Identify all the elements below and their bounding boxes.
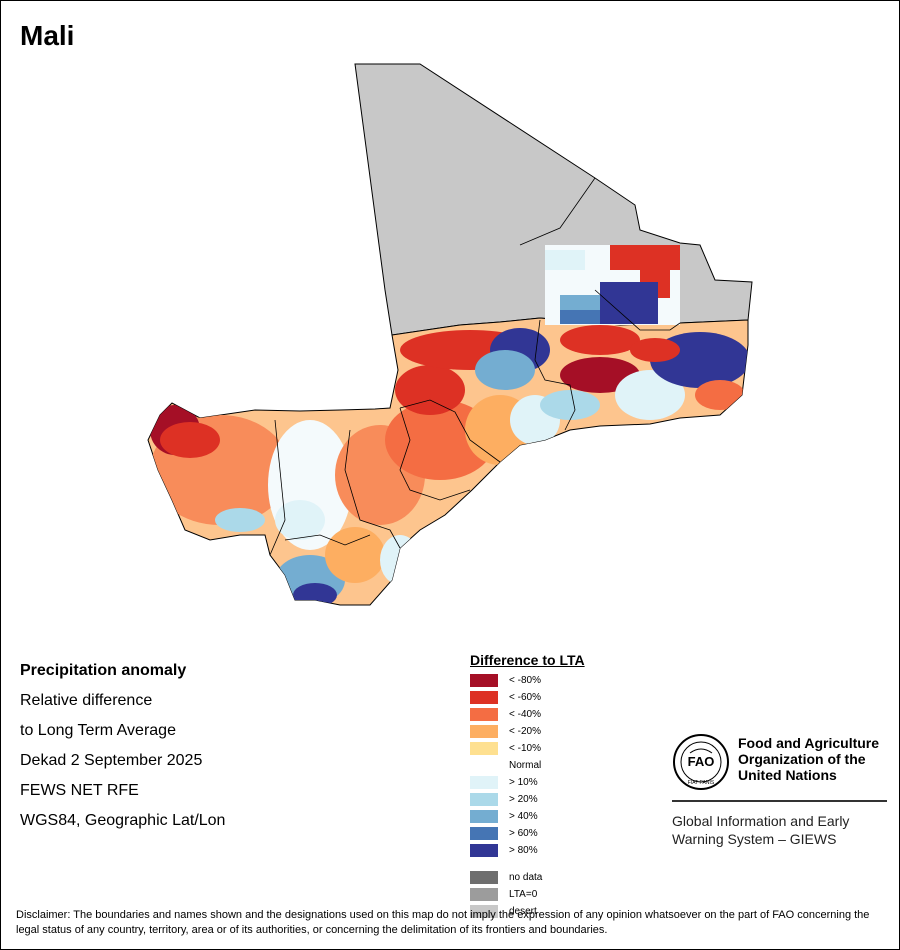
legend-row: LTA=0 [470, 886, 585, 903]
anomaly-patch [475, 350, 535, 390]
mali-anomaly-map [147, 63, 753, 606]
anomaly-patch [560, 325, 640, 355]
info-line2: to Long Term Average [20, 722, 176, 739]
info-heading: Precipitation anomaly [20, 662, 187, 679]
northern-anomaly-strip [545, 245, 680, 325]
map-info: Precipitation anomaly Relative differenc… [20, 656, 225, 836]
legend-label: < -40% [509, 709, 541, 720]
legend-swatch [470, 793, 498, 806]
legend-row: < -60% [470, 689, 585, 706]
anomaly-patch [630, 338, 680, 362]
legend-row: Normal [470, 757, 585, 774]
legend-swatch [470, 759, 498, 772]
legend-label: > 20% [509, 794, 538, 805]
legend-label: LTA=0 [509, 889, 538, 900]
info-source: FEWS NET RFE [20, 782, 139, 799]
giews-name: Global Information and Early Warning Sys… [672, 812, 849, 848]
legend-swatch [470, 888, 498, 901]
legend-row: < -40% [470, 706, 585, 723]
legend-row: < -20% [470, 723, 585, 740]
legend-row: > 10% [470, 774, 585, 791]
legend-swatch [470, 844, 498, 857]
logo-text: FAO [688, 754, 715, 769]
anomaly-patch [325, 527, 385, 583]
legend-swatch [470, 871, 498, 884]
anomaly-patch [615, 370, 685, 420]
map-title: Mali [20, 20, 75, 51]
legend-label: Normal [509, 760, 542, 771]
anomaly-patch [275, 500, 325, 540]
legend-label: > 40% [509, 811, 538, 822]
info-line1: Relative difference [20, 692, 153, 709]
divider [672, 800, 887, 802]
legend-label: > 60% [509, 828, 538, 839]
legend-label: > 10% [509, 777, 538, 788]
org-name-line3: United Nations [738, 767, 837, 783]
legend-swatch [470, 810, 498, 823]
system-line2: Warning System – GIEWS [672, 831, 837, 847]
disclaimer: Disclaimer: The boundaries and names sho… [16, 909, 870, 936]
legend-swatch [470, 674, 498, 687]
legend: Difference to LTA < -80% < -60% < -40% <… [470, 652, 585, 920]
legend-row: > 20% [470, 791, 585, 808]
legend-label: < -60% [509, 692, 541, 703]
legend-row: < -10% [470, 740, 585, 757]
legend-label: < -10% [509, 743, 541, 754]
legend-label: no data [509, 872, 543, 883]
anomaly-patch [540, 390, 600, 420]
legend-label: < -80% [509, 675, 541, 686]
legend-swatch [470, 691, 498, 704]
anomaly-patch [380, 535, 420, 585]
legend-label: < -20% [509, 726, 541, 737]
organization-name: Food and Agriculture Organization of the… [738, 735, 879, 783]
region-boundaries [269, 177, 681, 556]
legend-swatch [470, 905, 498, 918]
legend-row: < -80% [470, 672, 585, 689]
legend-row: > 80% [470, 842, 585, 859]
legend-label: > 80% [509, 845, 538, 856]
info-period: Dekad 2 September 2025 [20, 752, 203, 769]
anomaly-patch [215, 508, 265, 532]
legend-swatch [470, 742, 498, 755]
legend-row: > 40% [470, 808, 585, 825]
anomaly-patch [695, 380, 745, 410]
legend-swatch [470, 776, 498, 789]
logo-motto: FIAT PANIS [688, 780, 715, 786]
org-name-line1: Food and Agriculture [738, 735, 880, 751]
org-name-line2: Organization of the [738, 751, 866, 767]
system-line1: Global Information and Early [672, 813, 850, 829]
legend-swatch [470, 708, 498, 721]
info-projection: WGS84, Geographic Lat/Lon [20, 812, 226, 829]
legend-swatch [470, 827, 498, 840]
anomaly-patch [395, 365, 465, 415]
legend-row: no data [470, 869, 585, 886]
legend-title: Difference to LTA [470, 652, 585, 668]
legend-row: desert [470, 903, 585, 920]
anomaly-patch [160, 422, 220, 458]
legend-swatch [470, 725, 498, 738]
legend-row: > 60% [470, 825, 585, 842]
fao-logo-icon: FAO FIAT PANIS [673, 734, 729, 790]
legend-label: desert [509, 906, 537, 917]
